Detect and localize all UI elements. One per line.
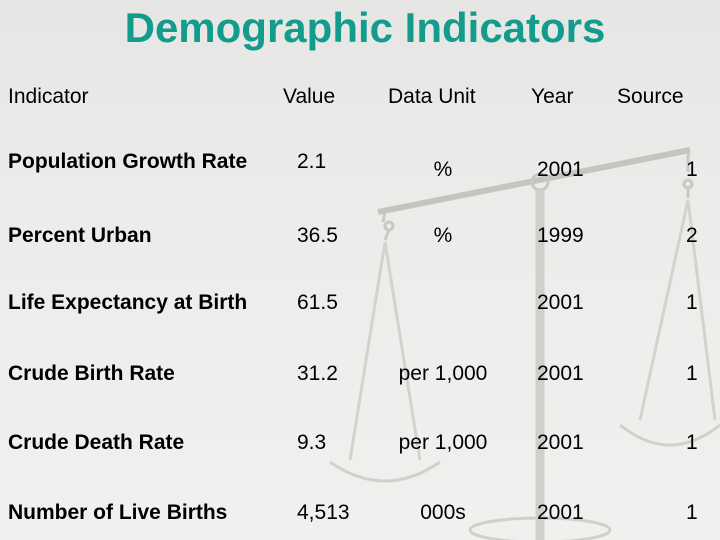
row-unit: per 1,000 — [398, 431, 488, 454]
row-indicator: Number of Live Births — [8, 501, 228, 524]
row-value: 9.3 — [297, 431, 327, 454]
row-year: 2001 — [537, 158, 584, 181]
row-indicator: Percent Urban — [8, 224, 152, 247]
row-indicator: Life Expectancy at Birth — [8, 291, 248, 314]
row-source: 2 — [686, 224, 698, 247]
row-year: 2001 — [537, 501, 584, 524]
row-value: 61.5 — [297, 291, 338, 314]
row-source: 1 — [686, 362, 698, 385]
row-unit: % — [433, 224, 453, 247]
row-unit: 000s — [420, 501, 466, 524]
row-value: 2.1 — [297, 150, 327, 173]
header-source: Source — [617, 85, 684, 108]
row-unit: per 1,000 — [398, 362, 488, 385]
header-data-unit: Data Unit — [388, 85, 476, 108]
row-indicator: Population Growth Rate — [8, 150, 248, 173]
row-source: 1 — [686, 501, 698, 524]
row-year: 1999 — [537, 224, 584, 247]
row-unit: % — [433, 158, 453, 181]
page-title: Demographic Indicators — [124, 4, 606, 51]
row-indicator: Crude Birth Rate — [8, 362, 175, 385]
row-source: 1 — [686, 158, 698, 181]
row-year: 2001 — [537, 291, 584, 314]
row-year: 2001 — [537, 362, 584, 385]
row-value: 31.2 — [297, 362, 338, 385]
row-year: 2001 — [537, 431, 584, 454]
row-value: 4,513 — [297, 501, 350, 524]
header-year: Year — [531, 85, 574, 108]
row-value: 36.5 — [297, 224, 338, 247]
row-indicator: Crude Death Rate — [8, 431, 185, 454]
row-source: 1 — [686, 431, 698, 454]
header-value: Value — [283, 85, 336, 108]
row-source: 1 — [686, 291, 698, 314]
header-indicator: Indicator — [8, 85, 89, 108]
